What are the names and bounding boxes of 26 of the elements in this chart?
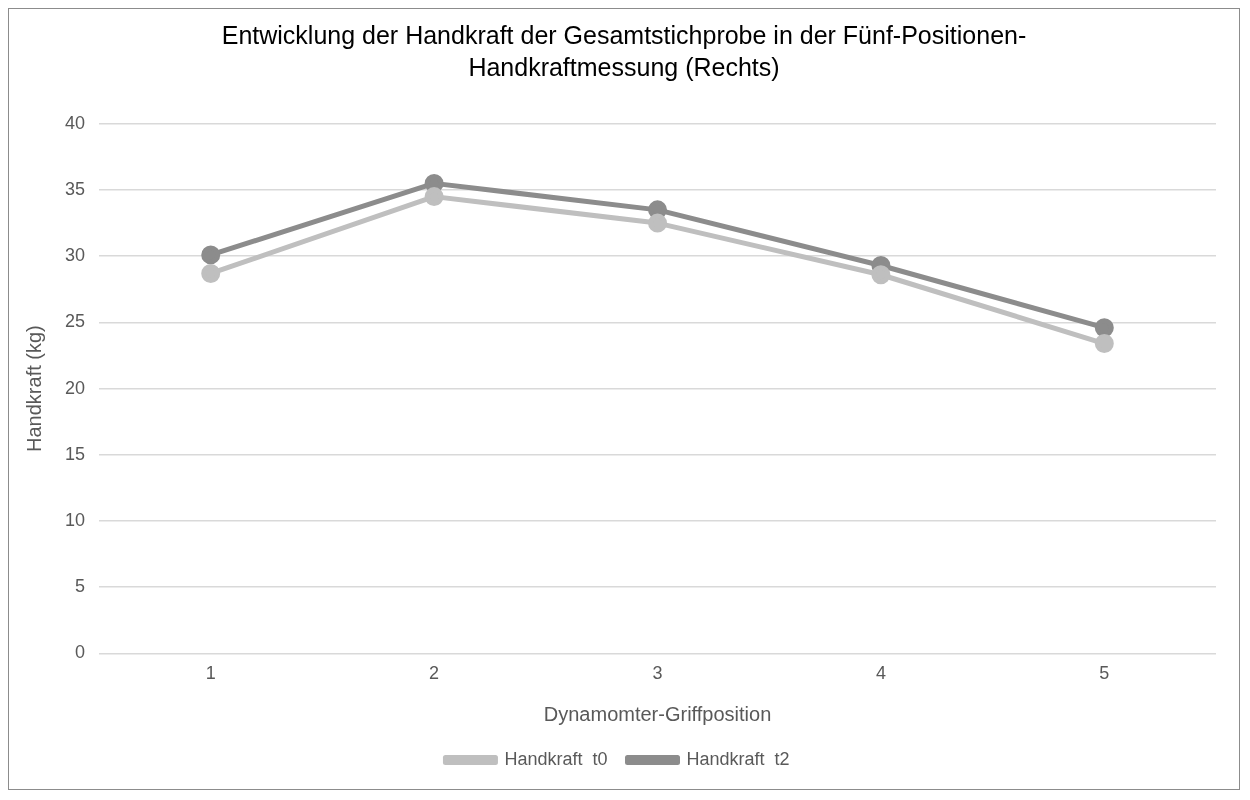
point [1094, 334, 1114, 354]
y-tick-label: 20 [64, 377, 86, 398]
y-tick-label: 30 [64, 245, 86, 266]
y-tick-label: 25 [64, 311, 86, 332]
x-tick-label: 5 [1099, 663, 1110, 684]
point [1094, 318, 1114, 338]
y-axis-title: Handkraft (kg) [22, 325, 45, 452]
point [201, 245, 221, 265]
point [201, 263, 221, 283]
point [871, 265, 891, 285]
x-tick-label: 1 [205, 663, 216, 684]
y-tick-label: 5 [75, 576, 86, 597]
y-tick-label: 35 [64, 178, 86, 199]
y-tick-label: 15 [64, 443, 86, 464]
point [424, 187, 444, 207]
y-tick-label: 0 [75, 642, 86, 663]
legend-label: Handkraft t2 [686, 748, 790, 769]
x-tick-label: 4 [875, 663, 886, 684]
legend-label: Handkraft t0 [504, 748, 608, 769]
point [648, 213, 668, 233]
x-tick-label: 3 [652, 663, 663, 684]
x-tick-label: 2 [429, 663, 440, 684]
y-tick-label: 40 [64, 112, 86, 133]
y-tick-label: 10 [64, 509, 86, 530]
chart-title: Entwicklung der Handkraft der Gesamtstichprobe in der Fünf-Positionen-Handkraftmessung (Rechts) [220, 20, 1028, 83]
x-axis-title: Dynamomter-Griffposition [543, 702, 772, 725]
